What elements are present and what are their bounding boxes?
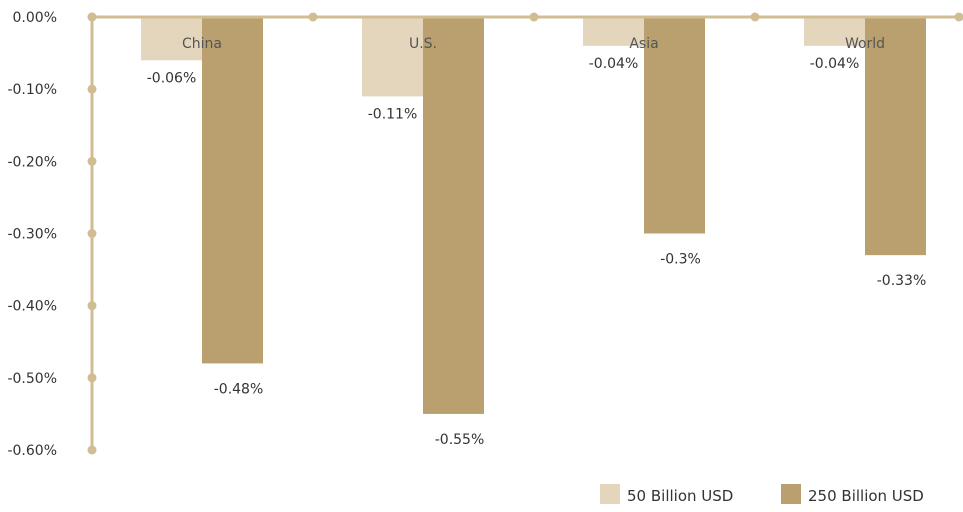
- data-label: -0.11%: [368, 106, 418, 122]
- legend-label: 250 Billion USD: [808, 487, 924, 505]
- y-tick-label: -0.20%: [7, 154, 57, 170]
- data-label: -0.55%: [435, 432, 485, 448]
- bar-dark-0: [202, 17, 263, 363]
- data-label: -0.04%: [810, 56, 860, 72]
- legend: 50 Billion USD 250 Billion USD: [600, 484, 924, 505]
- category-label: China: [182, 36, 222, 52]
- category-label: World: [845, 36, 885, 52]
- legend-swatch: [781, 484, 801, 504]
- legend-swatch: [600, 484, 620, 504]
- y-tick-marker: [88, 373, 97, 382]
- data-label: -0.33%: [877, 273, 927, 289]
- y-tick-label: -0.40%: [7, 299, 57, 315]
- y-tick-marker: [88, 446, 97, 455]
- y-tick-label: 0.00%: [13, 10, 57, 26]
- bar-light-1: [362, 17, 423, 96]
- data-label: -0.04%: [589, 56, 639, 72]
- y-tick-marker: [88, 229, 97, 238]
- x-tick-marker: [530, 13, 539, 22]
- x-tick-marker: [955, 13, 963, 22]
- bars-layer: [141, 17, 926, 414]
- y-tick-label: -0.10%: [7, 82, 57, 98]
- x-tick-marker: [751, 13, 760, 22]
- y-tick-marker: [88, 85, 97, 94]
- y-tick-label: -0.60%: [7, 443, 57, 459]
- legend-label: 50 Billion USD: [627, 487, 733, 505]
- bar-dark-1: [423, 17, 484, 414]
- y-tick-marker: [88, 157, 97, 166]
- data-label: -0.06%: [147, 70, 197, 86]
- y-tick-label: -0.50%: [7, 371, 57, 387]
- y-tick-marker: [88, 301, 97, 310]
- category-label: U.S.: [409, 36, 437, 52]
- x-tick-marker: [88, 13, 97, 22]
- data-label: -0.48%: [214, 381, 264, 397]
- x-tick-marker: [309, 13, 318, 22]
- y-tick-label: -0.30%: [7, 227, 57, 243]
- data-label: -0.3%: [660, 252, 701, 268]
- category-label: Asia: [629, 36, 658, 52]
- bar-dark-3: [865, 17, 926, 255]
